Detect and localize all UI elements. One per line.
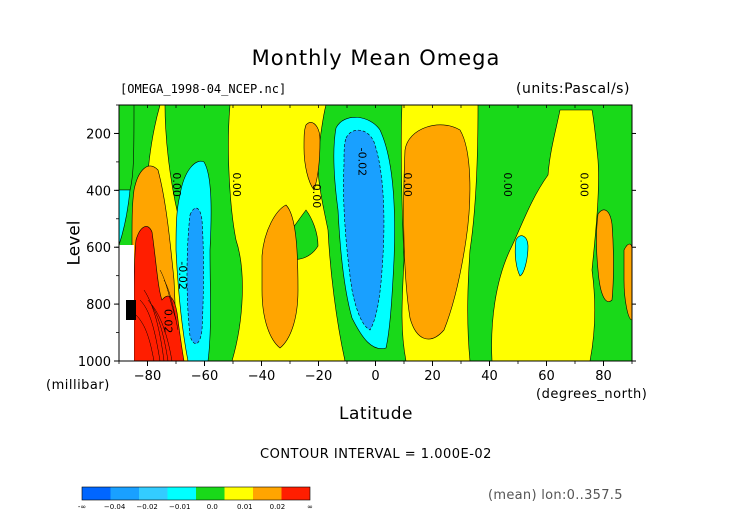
band-blue-south: [186, 207, 204, 344]
y-tick-label: 800: [86, 298, 111, 313]
band-orange-south-mid: [261, 204, 299, 349]
x-tick-label: 40: [481, 369, 498, 384]
band-blue-equator: [343, 129, 385, 331]
contour-label: 0.00: [230, 172, 243, 197]
contour-label: 0.00: [501, 172, 514, 197]
contour-interval-label: CONTOUR INTERVAL = 1.000E-02: [260, 447, 492, 462]
band-orange-north-edge: [596, 209, 614, 302]
colorbar-label: −0.01: [169, 503, 190, 511]
band-orange-north: [403, 124, 471, 340]
colorbar-swatch: [253, 487, 282, 500]
colorbar-swatch: [167, 487, 196, 500]
colorbar-label: ∞: [307, 503, 313, 511]
x-ticks: −80 −60 −40 −20 0 20 40 60 80: [118, 105, 633, 384]
red-contour-lines: [135, 269, 179, 361]
x-tick-label: −80: [134, 369, 161, 384]
x-tick-label: −60: [191, 369, 218, 384]
contour-plot-area: [119, 105, 632, 361]
colorbar-frame: [81, 486, 311, 501]
x-axis-label: Latitude: [339, 404, 413, 424]
colorbar-swatch: [139, 487, 168, 500]
contour-labels: 0.00 0.00 -0.02 0.00 0.00 0.00 -0.02 0.02 0.00: [162, 148, 591, 334]
contour-label: 0.00: [310, 184, 323, 209]
band-cyan-north: [514, 235, 529, 277]
y-tick-label: 600: [86, 241, 111, 256]
colorbar-label: −0.02: [136, 503, 157, 511]
x-tick-label: −20: [305, 369, 332, 384]
band-green-south-upper: [119, 105, 135, 191]
contour-label: -0.02: [176, 261, 189, 289]
colorbar: -∞ −0.04 −0.02 −0.01 0.0 0.01 0.02 ∞: [78, 486, 313, 511]
chart-title: Monthly Mean Omega: [251, 46, 501, 70]
contour-label: -0.02: [355, 148, 368, 176]
x-tick-label: 60: [538, 369, 555, 384]
band-orange-south-top: [303, 122, 321, 191]
colorbar-swatch: [281, 487, 310, 500]
contour-label: 0.00: [401, 172, 414, 197]
contour-label: 0.00: [578, 172, 591, 197]
colorbar-label: −0.04: [104, 503, 126, 511]
x-tick-label: −40: [248, 369, 275, 384]
x-tick-label: 0: [371, 369, 379, 384]
colorbar-label: 0.01: [237, 503, 253, 511]
units-label: (units:Pascal/s): [516, 81, 630, 97]
y-tick-label: 1000: [78, 355, 111, 370]
x-axis-unit: (degrees_north): [536, 387, 648, 402]
y-ticks: 200 400 600 800 1000: [78, 104, 636, 370]
x-tick-label: 80: [595, 369, 612, 384]
mean-info-label: (mean) lon:0..357.5: [488, 488, 623, 503]
contour-label: 0.02: [162, 309, 175, 334]
band-orange-north-edge2: [623, 243, 632, 321]
band-green-northern: [467, 105, 632, 361]
colorbar-label: -∞: [78, 503, 86, 511]
y-tick-label: 400: [86, 184, 111, 199]
source-file-label: [OMEGA_1998-04_NCEP.nc]: [120, 82, 287, 96]
x-tick-label: 20: [424, 369, 441, 384]
colorbar-swatch: [196, 487, 225, 500]
y-tick-label: 200: [86, 127, 111, 142]
colorbar-label: 0.02: [270, 503, 286, 511]
colorbar-swatch: [82, 487, 111, 500]
colorbar-swatch: [224, 487, 253, 500]
contour-label: 0.00: [170, 172, 183, 197]
y-axis-unit: (millibar): [46, 378, 110, 393]
black-mask-patch2: [126, 300, 136, 320]
colorbar-swatch: [110, 487, 139, 500]
colorbar-label: 0.0: [207, 503, 218, 511]
